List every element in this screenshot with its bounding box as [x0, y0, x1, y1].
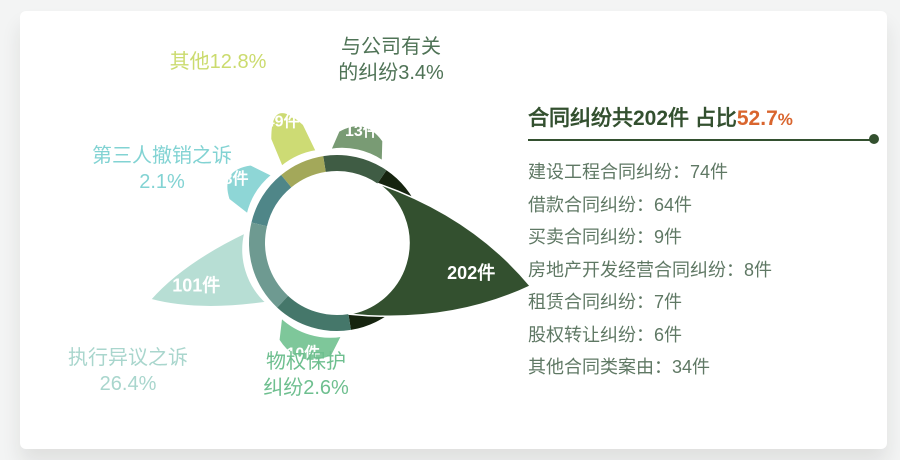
svg-text:49件: 49件 — [266, 112, 300, 131]
svg-text:13件: 13件 — [345, 121, 379, 140]
svg-text:202件: 202件 — [447, 262, 495, 283]
svg-text:101件: 101件 — [172, 275, 220, 296]
